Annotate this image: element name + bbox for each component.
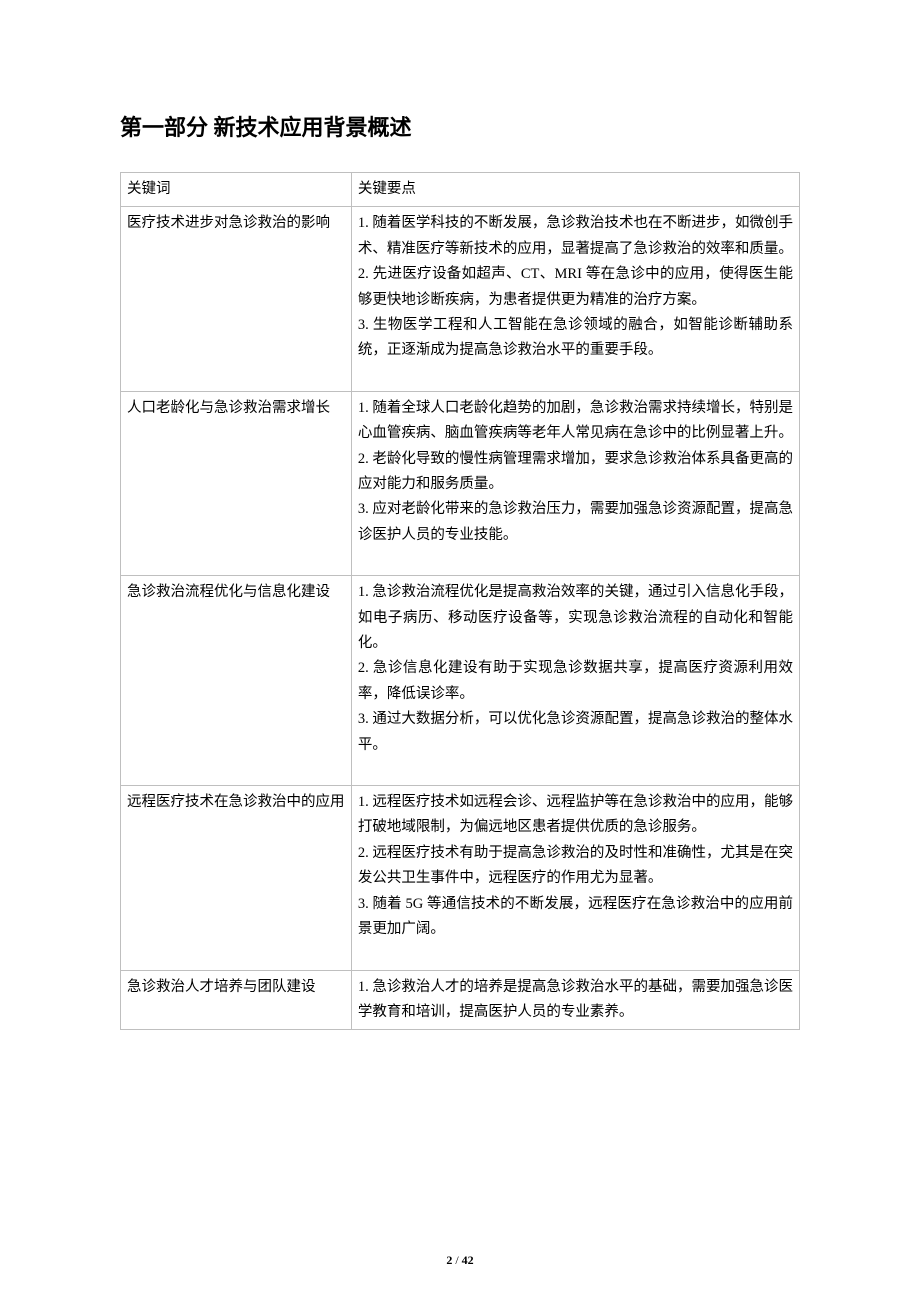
point-text: 2. 远程医疗技术有助于提高急诊救治的及时性和准确性，尤其是在突发公共卫生事件中…	[358, 841, 793, 892]
trailing-blank	[358, 548, 793, 571]
keyword-cell: 远程医疗技术在急诊救治中的应用	[121, 786, 352, 970]
point-text: 2. 老龄化导致的慢性病管理需求增加，要求急诊救治体系具备更高的应对能力和服务质…	[358, 447, 793, 498]
document-page: 第一部分 新技术应用背景概述 关键词 关键要点 医疗技术进步对急诊救治的影响 1…	[0, 0, 920, 1302]
points-cell: 1. 随着全球人口老龄化趋势的加剧，急诊救治需求持续增长，特别是心血管疾病、脑血…	[351, 391, 799, 575]
point-text: 3. 生物医学工程和人工智能在急诊领域的融合，如智能诊断辅助系统，正逐渐成为提高…	[358, 313, 793, 364]
table-row: 医疗技术进步对急诊救治的影响 1. 随着医学科技的不断发展，急诊救治技术也在不断…	[121, 207, 800, 391]
table-header-row: 关键词 关键要点	[121, 173, 800, 207]
keyword-cell: 急诊救治流程优化与信息化建设	[121, 576, 352, 786]
keyword-cell: 人口老龄化与急诊救治需求增长	[121, 391, 352, 575]
point-text: 3. 通过大数据分析，可以优化急诊资源配置，提高急诊救治的整体水平。	[358, 707, 793, 758]
table-header-points: 关键要点	[351, 173, 799, 207]
point-text: 2. 先进医疗设备如超声、CT、MRI 等在急诊中的应用，使得医生能够更快地诊断…	[358, 262, 793, 313]
point-text: 2. 急诊信息化建设有助于实现急诊数据共享，提高医疗资源利用效率，降低误诊率。	[358, 656, 793, 707]
point-text: 3. 随着 5G 等通信技术的不断发展，远程医疗在急诊救治中的应用前景更加广阔。	[358, 892, 793, 943]
page-number-separator: /	[452, 1253, 461, 1267]
section-heading: 第一部分 新技术应用背景概述	[120, 110, 800, 142]
point-text: 1. 急诊救治人才的培养是提高急诊救治水平的基础，需要加强急诊医学教育和培训，提…	[358, 975, 793, 1026]
table-row: 急诊救治流程优化与信息化建设 1. 急诊救治流程优化是提高救治效率的关键，通过引…	[121, 576, 800, 786]
points-cell: 1. 远程医疗技术如远程会诊、远程监护等在急诊救治中的应用，能够打破地域限制，为…	[351, 786, 799, 970]
trailing-blank	[358, 758, 793, 781]
keypoints-table: 关键词 关键要点 医疗技术进步对急诊救治的影响 1. 随着医学科技的不断发展，急…	[120, 172, 800, 1030]
points-cell: 1. 急诊救治流程优化是提高救治效率的关键，通过引入信息化手段，如电子病历、移动…	[351, 576, 799, 786]
keyword-cell: 医疗技术进步对急诊救治的影响	[121, 207, 352, 391]
point-text: 1. 随着全球人口老龄化趋势的加剧，急诊救治需求持续增长，特别是心血管疾病、脑血…	[358, 396, 793, 447]
trailing-blank	[358, 364, 793, 387]
points-cell: 1. 急诊救治人才的培养是提高急诊救治水平的基础，需要加强急诊医学教育和培训，提…	[351, 970, 799, 1030]
table-row: 远程医疗技术在急诊救治中的应用 1. 远程医疗技术如远程会诊、远程监护等在急诊救…	[121, 786, 800, 970]
trailing-blank	[358, 942, 793, 965]
point-text: 1. 随着医学科技的不断发展，急诊救治技术也在不断进步，如微创手术、精准医疗等新…	[358, 211, 793, 262]
page-footer: 2 / 42	[0, 1253, 920, 1268]
point-text: 1. 远程医疗技术如远程会诊、远程监护等在急诊救治中的应用，能够打破地域限制，为…	[358, 790, 793, 841]
table-header-keyword: 关键词	[121, 173, 352, 207]
point-text: 1. 急诊救治流程优化是提高救治效率的关键，通过引入信息化手段，如电子病历、移动…	[358, 580, 793, 656]
point-text: 3. 应对老龄化带来的急诊救治压力，需要加强急诊资源配置，提高急诊医护人员的专业…	[358, 497, 793, 548]
keyword-cell: 急诊救治人才培养与团队建设	[121, 970, 352, 1030]
table-body: 医疗技术进步对急诊救治的影响 1. 随着医学科技的不断发展，急诊救治技术也在不断…	[121, 207, 800, 1030]
points-cell: 1. 随着医学科技的不断发展，急诊救治技术也在不断进步，如微创手术、精准医疗等新…	[351, 207, 799, 391]
page-number-total: 42	[462, 1253, 474, 1267]
table-row: 急诊救治人才培养与团队建设 1. 急诊救治人才的培养是提高急诊救治水平的基础，需…	[121, 970, 800, 1030]
table-row: 人口老龄化与急诊救治需求增长 1. 随着全球人口老龄化趋势的加剧，急诊救治需求持…	[121, 391, 800, 575]
